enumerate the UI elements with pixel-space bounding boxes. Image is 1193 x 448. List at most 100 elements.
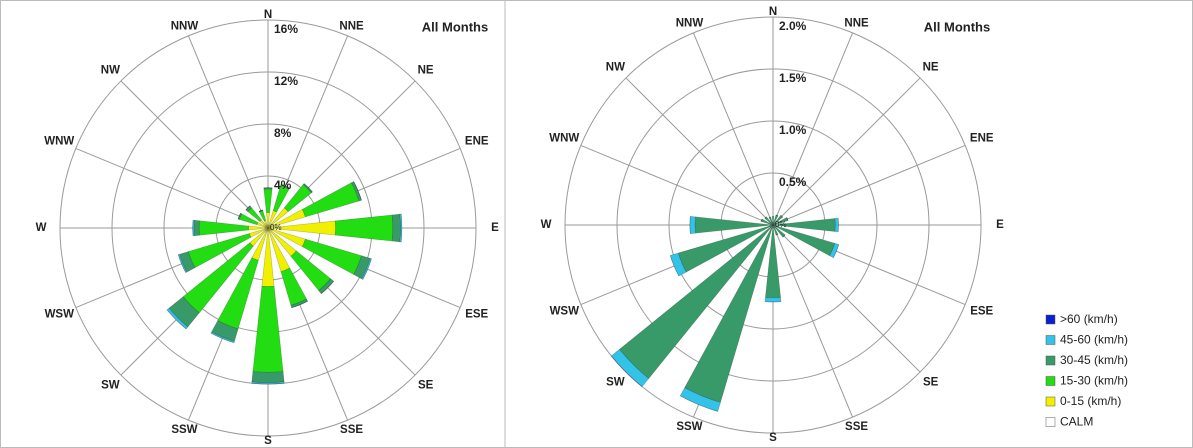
spoke [580,144,774,226]
wedge [775,214,779,217]
wedge [782,234,786,238]
wedge [237,212,241,220]
spoke [772,144,966,226]
wedge [679,387,721,412]
ring-label: 12% [274,74,298,88]
direction-label: ENE [465,136,489,148]
wedge [670,255,680,277]
chart-title: All Months [422,19,488,34]
direction-label: SE [923,377,939,389]
direction-label: W [36,222,47,234]
wedge [772,224,786,238]
legend-swatch [1045,335,1056,345]
spoke [120,80,269,229]
wedge [290,250,332,292]
wedge [318,278,335,295]
wedge [245,205,251,211]
wedge [237,212,243,220]
direction-label: ESE [970,305,993,317]
ring-label: 0% [775,220,787,229]
direction-label: WNW [549,133,579,145]
wedge [611,355,643,387]
wedge [166,307,189,330]
wedge [258,209,263,212]
wedge [772,217,789,226]
legend-swatch [1045,314,1056,325]
wedge [251,382,285,385]
wedge [765,224,781,299]
legend-swatch [1045,376,1056,386]
spoke [772,224,854,418]
legend-swatch [1045,355,1056,366]
ring-label: 4% [274,178,292,192]
spoke [772,32,854,226]
direction-label: NNW [171,20,199,32]
spoke [692,32,774,226]
wedge [764,216,767,219]
wedge [350,181,362,202]
windrose: N NNE NE ENE E ESE SE SSE S SSW SW WSW W WNW NW NNW 0% 4%… [36,9,500,447]
wedge [760,218,774,226]
wedge [193,219,200,237]
wedge [829,242,840,259]
wedge [251,381,285,385]
wedge [258,209,264,213]
wedge [258,210,267,222]
wedge [283,184,312,213]
wedge [217,257,259,330]
wedge [399,213,403,243]
direction-label: SW [606,377,625,389]
wedge [290,298,309,309]
wedge [301,182,360,218]
legend-label: 45-60 (km/h) [1060,333,1128,347]
wedge [211,320,239,342]
direction-label: NE [923,61,939,73]
direction-label: SSW [676,421,702,433]
wedge [320,280,334,294]
wedge [400,213,403,243]
ring-label: 1.5% [779,71,807,85]
wedge [771,216,775,226]
wedge [833,244,840,258]
direction-label: WSW [45,308,75,320]
direction-label: E [491,222,499,234]
wedge [772,214,779,226]
direction-label: NNW [676,17,704,29]
wedge [263,187,273,190]
wedge [210,331,235,344]
direction-label: SSE [340,424,363,436]
wedge [302,183,313,194]
wedge [768,216,774,226]
wedge [760,218,763,222]
wedge [210,332,235,343]
direction-label: NW [606,61,625,73]
direction-label: S [769,432,777,444]
wedge [251,371,285,384]
direction-label: NE [418,64,434,76]
wedge [760,218,763,222]
wedge [775,233,779,236]
direction-label: NW [101,64,120,76]
wedge [764,216,767,219]
wedge [166,309,187,330]
wedge [168,296,200,328]
wedge [768,216,771,218]
legend-label: 30-45 (km/h) [1060,353,1128,367]
direction-label: SW [101,380,120,392]
ring-label: 8% [274,126,292,140]
spoke [772,77,921,226]
wedge [320,280,334,294]
direction-label: W [541,219,552,231]
wedge [263,188,273,213]
direction-label: WNW [44,136,74,148]
wedge [245,205,251,211]
wedge [280,184,291,190]
wedge [334,214,394,242]
ring-label: 1.0% [779,123,807,137]
wedge [258,209,263,212]
direction-label: E [996,219,1004,231]
legend-label: 0-15 (km/h) [1060,394,1121,408]
direction-label: N [264,9,272,21]
